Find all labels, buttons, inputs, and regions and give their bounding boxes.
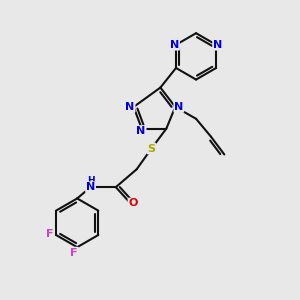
Text: N: N — [136, 126, 146, 136]
Text: N: N — [174, 102, 184, 112]
Text: F: F — [46, 229, 54, 238]
Text: F: F — [70, 248, 78, 257]
Text: N: N — [86, 182, 95, 192]
Text: N: N — [170, 40, 179, 50]
Text: H: H — [87, 176, 94, 185]
Text: N: N — [213, 40, 222, 50]
Text: O: O — [128, 199, 138, 208]
Text: S: S — [148, 143, 155, 154]
Text: N: N — [125, 102, 135, 112]
